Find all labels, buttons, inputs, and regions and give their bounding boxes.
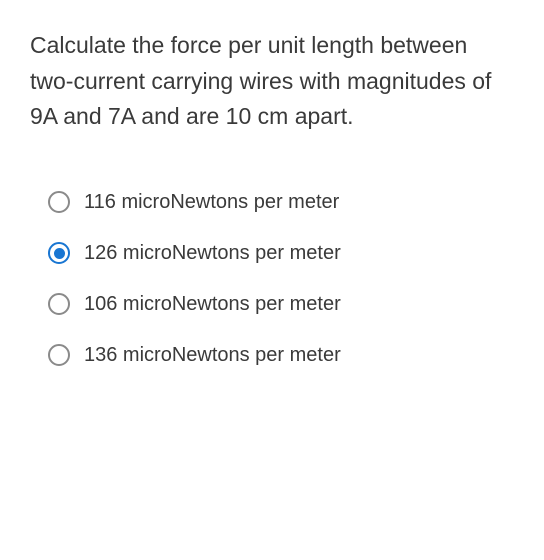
option-label: 106 microNewtons per meter bbox=[84, 293, 341, 316]
options-group: 116 microNewtons per meter 126 microNewt… bbox=[30, 177, 514, 381]
question-text: Calculate the force per unit length betw… bbox=[30, 28, 514, 135]
radio-icon bbox=[48, 191, 70, 213]
option-1[interactable]: 126 microNewtons per meter bbox=[48, 228, 514, 279]
radio-icon bbox=[48, 344, 70, 366]
option-label: 126 microNewtons per meter bbox=[84, 242, 341, 265]
option-2[interactable]: 106 microNewtons per meter bbox=[48, 279, 514, 330]
radio-icon bbox=[48, 242, 70, 264]
radio-icon bbox=[48, 293, 70, 315]
option-3[interactable]: 136 microNewtons per meter bbox=[48, 330, 514, 381]
option-0[interactable]: 116 microNewtons per meter bbox=[48, 177, 514, 228]
option-label: 136 microNewtons per meter bbox=[84, 344, 341, 367]
option-label: 116 microNewtons per meter bbox=[84, 191, 339, 214]
